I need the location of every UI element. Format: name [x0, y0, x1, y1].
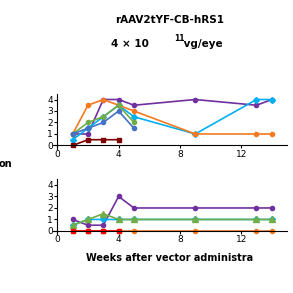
Text: vg/eye: vg/eye — [180, 39, 223, 49]
Text: 11: 11 — [174, 34, 185, 43]
Text: 4 × 10: 4 × 10 — [111, 39, 149, 49]
Text: rAAV2tYF-CB-hRS1: rAAV2tYF-CB-hRS1 — [115, 15, 224, 25]
Text: Weeks after vector administra: Weeks after vector administra — [86, 253, 253, 263]
Text: on: on — [0, 159, 13, 169]
